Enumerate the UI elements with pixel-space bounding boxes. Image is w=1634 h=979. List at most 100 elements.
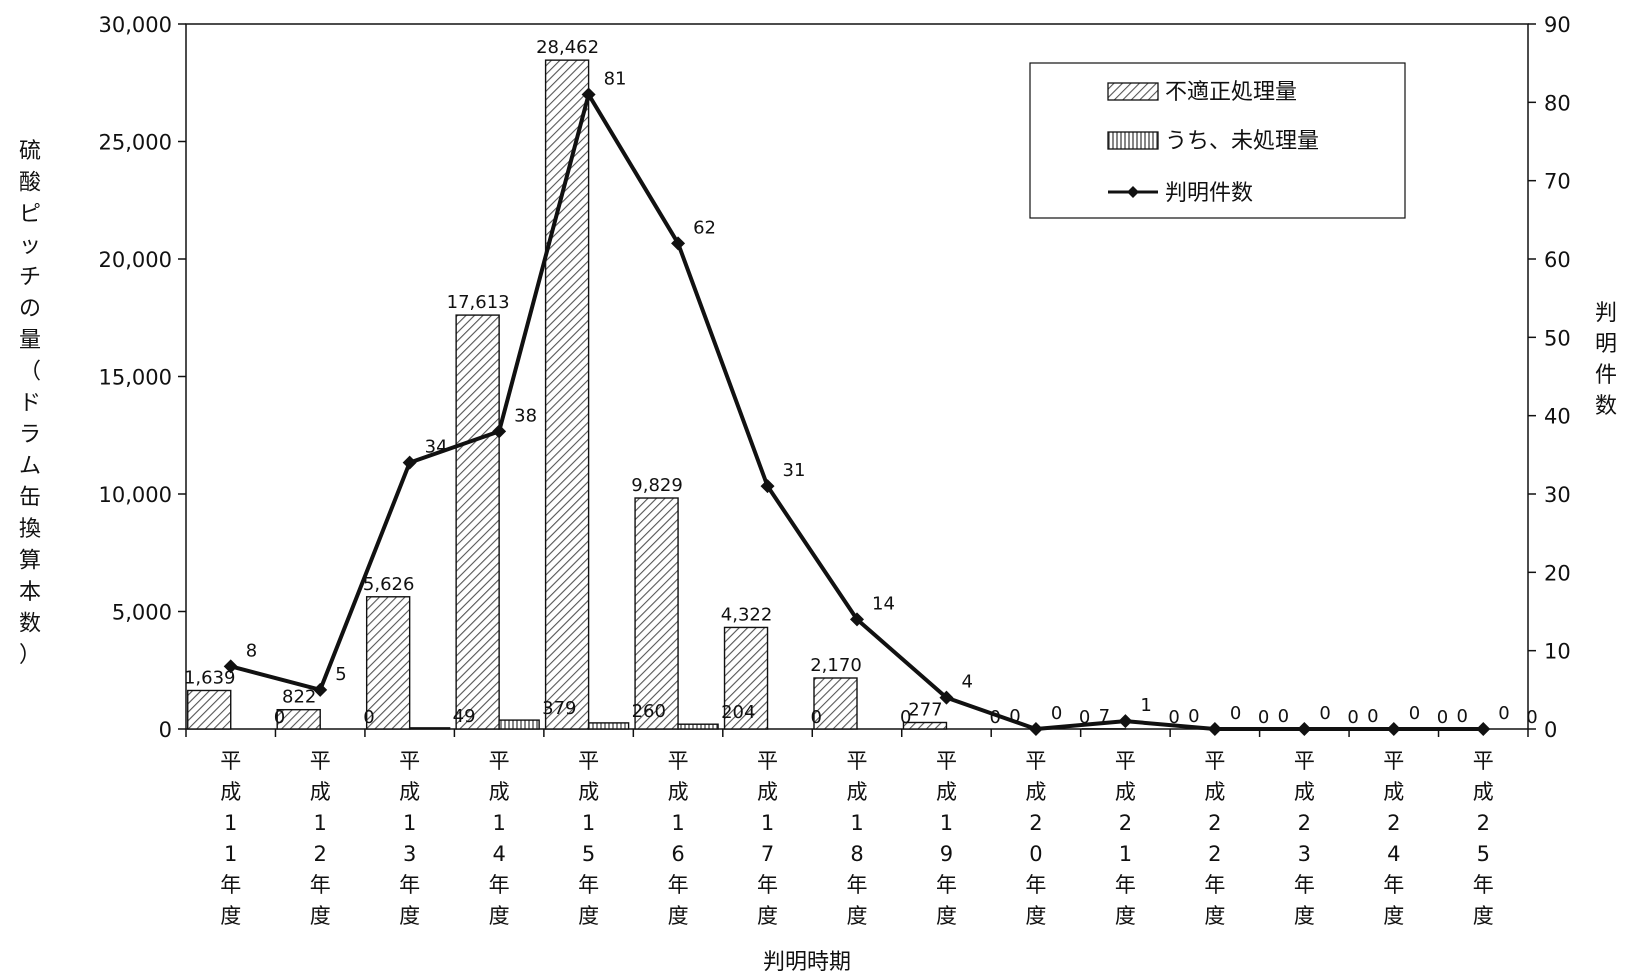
y-right-tick-5: 50 (1544, 326, 1571, 350)
label-discovered-cases-2: 34 (425, 437, 448, 458)
marker-discovered-cases-1 (313, 682, 328, 697)
x-tick-12: 平成 2 3 年度 (1294, 749, 1315, 928)
label-discovered-cases-3: 38 (514, 405, 537, 426)
bar-unprocessed-2 (408, 727, 451, 730)
label-improper-disposal-9: 0 (1009, 706, 1020, 727)
label-discovered-cases-11: 0 (1230, 703, 1241, 724)
x-axis-ticks: 平成 1 1 年度 平成 1 2 年度 平成 1 3 年度 平成 1 4 年度 平成 1 5 年度 平成 1 6 年度 平成 1 7… (185, 729, 1529, 928)
bar-improper-disposal-0 (187, 689, 232, 730)
y-left-tick-3: 15,000 (99, 366, 172, 390)
y-left-title-text: 硫酸ピッチの量（ドラム缶換算本数） (19, 139, 41, 668)
y-left-tick-1: 5,000 (112, 601, 172, 625)
bar-improper-disposal-6 (723, 626, 769, 730)
series-discovered-cases-line (223, 87, 1491, 736)
label-unprocessed-10: 0 (1168, 707, 1179, 728)
label-discovered-cases-4: 81 (604, 69, 627, 90)
y-right-tick-4: 40 (1544, 405, 1571, 429)
label-discovered-cases-12: 0 (1319, 703, 1330, 724)
marker-discovered-cases-3 (492, 424, 507, 439)
x-tick-7: 平成 1 8 年度 (847, 749, 868, 928)
x-tick-1: 平成 1 2 年度 (310, 749, 331, 928)
legend-label-discovered-cases: 判明件数 (1165, 181, 1253, 206)
label-discovered-cases-10: 1 (1140, 695, 1151, 716)
x-tick-5: 平成 1 6 年度 (668, 749, 689, 928)
label-unprocessed-5: 204 (721, 702, 755, 723)
label-improper-disposal-2: 5,626 (363, 574, 415, 595)
label-improper-disposal-1: 822 (282, 687, 316, 708)
bar-improper-disposal-2 (365, 596, 411, 730)
bar-improper-disposal-3 (455, 314, 500, 730)
marker-discovered-cases-6 (760, 479, 775, 494)
label-improper-disposal-5: 9,829 (631, 475, 683, 496)
label-improper-disposal-7: 2,170 (810, 655, 862, 676)
marker-discovered-cases-8 (939, 690, 954, 705)
y-axis-left-ticks: 0 5,000 10,000 15,000 20,000 25,000 30,000 (99, 13, 186, 742)
x-tick-8: 平成 1 9 年度 (936, 749, 957, 928)
label-improper-disposal-10: 7 (1099, 706, 1110, 727)
label-discovered-cases-0: 8 (246, 640, 257, 661)
label-unprocessed-13: 0 (1437, 707, 1448, 728)
y-right-tick-9: 90 (1544, 13, 1571, 37)
label-improper-disposal-12: 0 (1278, 706, 1289, 727)
marker-discovered-cases-4 (581, 87, 596, 102)
x-tick-6: 平成 1 7 年度 (757, 749, 778, 928)
marker-discovered-cases-14 (1476, 722, 1491, 736)
label-unprocessed-4: 260 (632, 701, 666, 722)
legend: 不適正処理量 うち、未処理量 判明件数 (1029, 62, 1406, 219)
legend-swatch-improper-disposal (1107, 82, 1159, 101)
bar-improper-disposal-1 (276, 708, 321, 730)
y-right-tick-8: 80 (1544, 91, 1571, 115)
label-improper-disposal-3: 17,613 (447, 292, 510, 313)
y-axis-left-title: 硫酸ピッチの量（ドラム缶換算本数） (19, 139, 41, 668)
series-improper-disposal-bars (187, 59, 1127, 730)
data-labels: 1,639 822 5,626 17,613 28,462 9,829 4,322 2,170… (184, 37, 1538, 728)
label-discovered-cases-5: 62 (693, 217, 716, 238)
label-improper-disposal-4: 28,462 (536, 37, 599, 58)
label-discovered-cases-13: 0 (1409, 703, 1420, 724)
bar-unprocessed-3 (498, 719, 540, 730)
label-unprocessed-3: 379 (542, 698, 576, 719)
bar-unprocessed-4 (587, 722, 630, 730)
label-improper-disposal-6: 4,322 (721, 604, 773, 625)
y-right-tick-6: 60 (1544, 248, 1571, 272)
x-tick-2: 平成 1 3 年度 (399, 749, 420, 928)
marker-discovered-cases-11 (1207, 722, 1222, 736)
y-left-tick-2: 10,000 (99, 483, 172, 507)
label-discovered-cases-9: 0 (1051, 703, 1062, 724)
marker-discovered-cases-5 (671, 236, 686, 251)
x-tick-9: 平成 2 0 年度 (1025, 749, 1046, 928)
marker-discovered-cases-7 (850, 612, 864, 627)
legend-swatch-diamond-marker (1127, 186, 1139, 198)
marker-discovered-cases-9 (1028, 722, 1043, 736)
label-discovered-cases-7: 14 (872, 593, 895, 614)
y-left-tick-4: 20,000 (99, 248, 172, 272)
x-tick-13: 平成 2 4 年度 (1383, 749, 1404, 928)
label-improper-disposal-14: 0 (1457, 706, 1468, 727)
bar-unprocessed-5 (677, 723, 719, 730)
bar-improper-disposal-7 (813, 677, 858, 730)
marker-discovered-cases-10 (1118, 714, 1133, 729)
x-tick-11: 平成 2 2 年度 (1204, 749, 1225, 928)
marker-discovered-cases-12 (1297, 722, 1312, 736)
label-unprocessed-7: 0 (900, 707, 911, 728)
x-tick-14: 平成 2 5 年度 (1473, 749, 1494, 928)
y-right-title-text: 判明件数 (1595, 301, 1617, 419)
label-discovered-cases-6: 31 (783, 460, 806, 481)
bar-improper-disposal-8 (902, 721, 948, 730)
label-improper-disposal-0: 1,639 (184, 667, 236, 688)
label-unprocessed-11: 0 (1258, 707, 1269, 728)
bar-improper-disposal-4 (544, 59, 590, 730)
y-right-tick-2: 20 (1544, 561, 1571, 585)
y-right-tick-1: 10 (1544, 640, 1571, 664)
x-tick-10: 平成 2 1 年度 (1115, 749, 1136, 928)
legend-box (1029, 62, 1406, 219)
y-right-tick-7: 70 (1544, 170, 1571, 194)
x-tick-4: 平成 1 5 年度 (578, 749, 599, 928)
y-left-tick-0: 0 (159, 718, 172, 742)
label-discovered-cases-14: 0 (1498, 703, 1509, 724)
marker-discovered-cases-13 (1386, 722, 1401, 736)
label-unprocessed-8: 0 (989, 707, 1000, 728)
label-improper-disposal-11: 0 (1188, 706, 1199, 727)
label-improper-disposal-13: 0 (1367, 706, 1378, 727)
